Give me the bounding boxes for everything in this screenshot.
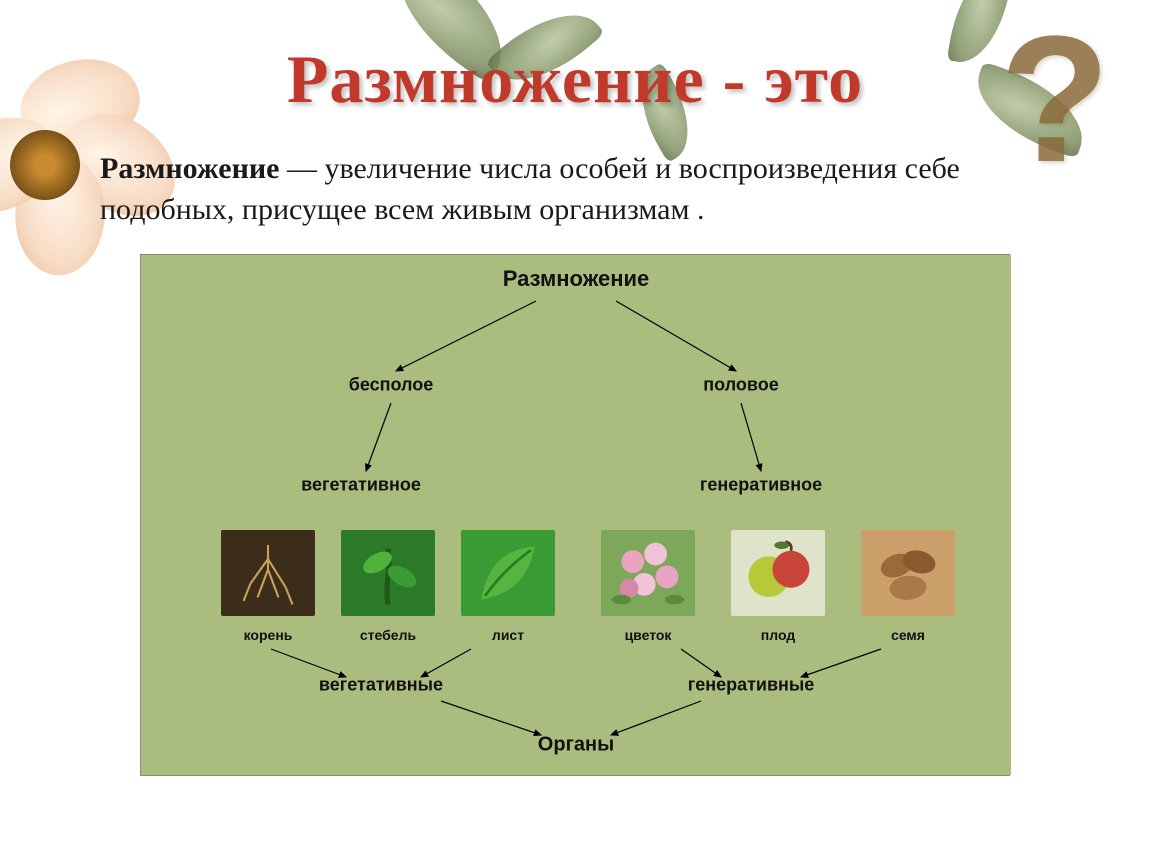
organ-caption-root: корень [218, 627, 318, 643]
organ-image-leaf [461, 530, 555, 616]
organ-image-flower [601, 530, 695, 616]
diagram-node-sexual: половое [703, 375, 778, 396]
diagram-group-veg_organs: вегетативные [319, 675, 443, 696]
diagram-node-generative: генеративное [700, 475, 822, 496]
organ-caption-flower: цветок [598, 627, 698, 643]
organ-image-seed [861, 530, 955, 616]
organ-caption-leaf: лист [458, 627, 558, 643]
diagram-root-label: Размножение [503, 266, 650, 292]
diagram-container: Размножение бесполое половое вегетативное ге… [140, 254, 1010, 776]
organ-caption-seed: семя [858, 627, 958, 643]
organ-image-stem [341, 530, 435, 616]
organ-image-fruit [731, 530, 825, 616]
reproduction-diagram: Размножение бесполое половое вегетативное ге… [141, 255, 1011, 775]
diagram-group-gen_organs: генеративные [688, 675, 815, 696]
definition-text: Размножение — увеличение числа особей и … [100, 149, 1030, 230]
page-title: Размножение - это [60, 40, 1090, 119]
diagram-node-vegetative: вегетативное [301, 475, 421, 496]
diagram-node-asexual: бесполое [349, 375, 434, 396]
organ-caption-stem: стебель [338, 627, 438, 643]
organ-image-root [221, 530, 315, 616]
organ-caption-fruit: плод [728, 627, 828, 643]
definition-term: Размножение [100, 152, 280, 185]
diagram-arrows [141, 255, 1011, 775]
diagram-organs-label: Органы [538, 734, 614, 757]
